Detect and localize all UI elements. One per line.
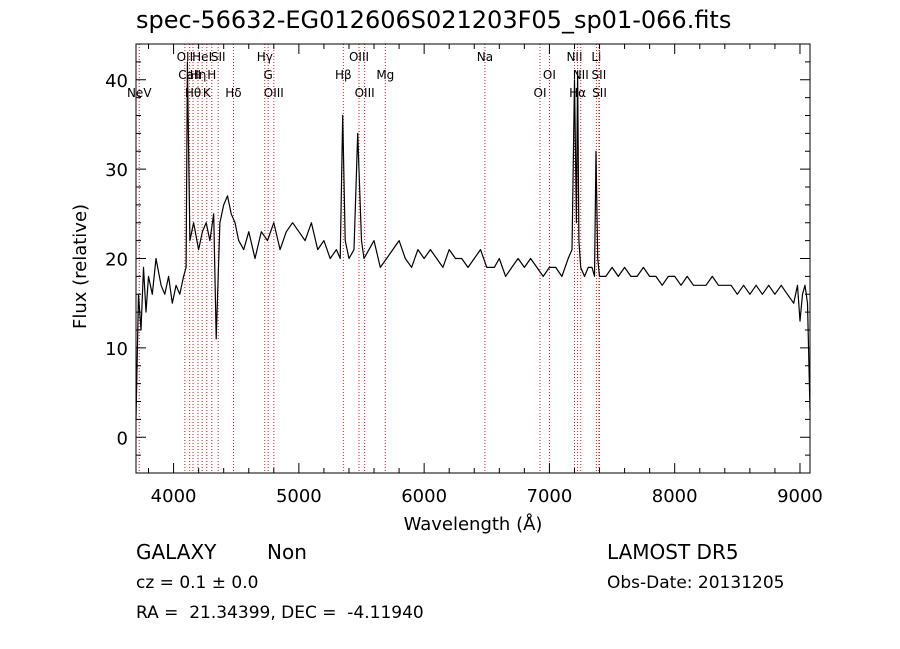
line-label-10: Hγ [257,50,273,64]
survey-label: LAMOST DR5 [607,540,739,564]
x-tick-label: 6000 [401,486,447,507]
redshift-label: cz = 0.1 ± 0.0 [136,573,259,593]
line-label-8: SII [211,50,226,64]
coordinates-label: RA = 21.34399, DEC = -4.11940 [136,603,424,623]
line-label-25: SII [592,86,607,100]
line-label-23: Li [591,50,601,64]
x-axis-label: Wavelength (Å) [404,513,543,535]
line-label-13: Hβ [335,68,352,82]
chart-title: spec-56632-EG012606S021203F05_sp01-066.f… [136,6,732,34]
line-label-11: G [264,68,273,82]
x-tick-label: 5000 [276,486,322,507]
line-label-7: H [207,68,216,82]
line-label-18: OI [534,86,547,100]
y-tick-label: 30 [105,160,128,181]
line-label-19: OI [543,68,556,82]
y-tick-label: 0 [117,428,128,449]
line-label-0: NeV [127,86,152,100]
line-label-15: OIII [355,86,375,100]
line-label-2: CaII [178,68,201,82]
line-label-12: OIII [264,86,284,100]
line-label-1: OII [177,50,194,64]
line-label-14: OIII [349,50,369,64]
object-class: GALAXY [136,540,217,564]
line-label-24: SII [592,68,607,82]
line-label-22: NII [573,68,589,82]
line-label-4: Hη [190,68,207,82]
x-tick-label: 8000 [652,486,698,507]
x-tick-label: 7000 [527,486,573,507]
line-label-5: HeI [192,50,212,64]
y-tick-label: 40 [105,71,128,92]
y-tick-label: 20 [105,250,128,271]
x-tick-label: 9000 [777,486,823,507]
line-label-17: Na [477,50,493,64]
x-tick-label: 4000 [151,486,197,507]
line-label-16: Mg [376,68,394,82]
obs-date-label: Obs-Date: 20131205 [607,573,785,593]
spectrum-line [135,61,811,420]
line-label-6: K [203,86,212,100]
plot-frame [135,43,811,474]
line-label-3: Hθ [185,86,201,100]
object-subclass: Non [267,540,307,564]
y-axis-label: Flux (relative) [70,204,91,329]
line-label-9: Hδ [225,86,241,100]
y-tick-label: 10 [105,339,128,360]
line-label-20: NII [566,50,582,64]
